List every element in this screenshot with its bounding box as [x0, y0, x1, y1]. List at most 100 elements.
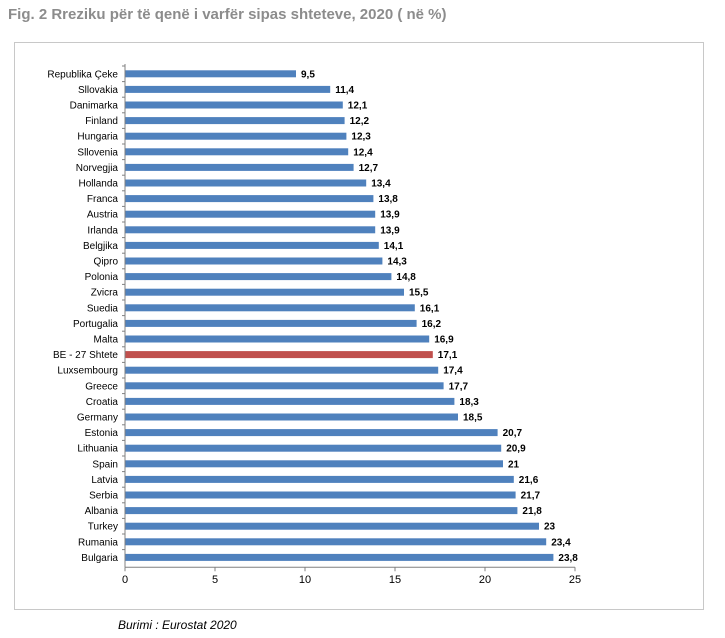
source-note: Burimi : Eurostat 2020 — [118, 618, 237, 632]
bar — [125, 460, 503, 468]
bar — [125, 257, 383, 265]
value-label: 12,4 — [353, 147, 373, 158]
value-label: 17,4 — [443, 366, 463, 377]
value-label: 14,1 — [384, 241, 404, 252]
category-label: Hungaria — [77, 132, 118, 143]
category-label: Finland — [85, 116, 118, 127]
value-label: 9,5 — [301, 69, 315, 80]
category-label: Portugalia — [73, 319, 118, 330]
bar — [125, 273, 392, 281]
category-label: Hollanda — [79, 179, 119, 190]
bar — [125, 148, 349, 156]
bar — [125, 210, 376, 218]
category-label: Lithuania — [77, 444, 118, 455]
bar — [125, 522, 539, 530]
bar — [125, 382, 444, 390]
category-label: Polonia — [85, 272, 119, 283]
category-label: Austria — [87, 210, 119, 221]
category-label: Irlanda — [87, 225, 118, 236]
value-label: 17,1 — [438, 350, 458, 361]
category-label: Malta — [94, 335, 119, 346]
value-label: 14,3 — [387, 257, 407, 268]
bar — [125, 429, 498, 437]
bar — [125, 475, 514, 483]
x-tick-label: 10 — [299, 574, 311, 586]
bars-layer: Republika Çeke 9,5 Sllovakia 11,4 Danimarka 1… — [47, 69, 578, 564]
bar — [125, 241, 379, 249]
value-label: 14,8 — [396, 272, 416, 283]
value-label: 23,4 — [551, 537, 571, 548]
chart-frame — [14, 42, 704, 610]
category-label: Greece — [85, 381, 118, 392]
bar — [125, 132, 347, 140]
x-tick-label: 5 — [212, 574, 218, 586]
bar — [125, 163, 354, 171]
bar — [125, 304, 415, 312]
category-label: Republika Çeke — [47, 69, 118, 80]
value-label: 13,9 — [380, 225, 400, 236]
category-label: Albania — [85, 506, 119, 517]
bar — [125, 101, 343, 109]
category-label: Qipro — [94, 257, 119, 268]
bar — [125, 553, 554, 561]
category-label: Germany — [77, 413, 118, 424]
category-label: Suedia — [87, 303, 119, 314]
value-label: 16,1 — [420, 303, 440, 314]
bar — [125, 366, 439, 374]
value-label: 13,4 — [371, 179, 391, 190]
category-label: Croatia — [86, 397, 119, 408]
axis-layer: 0 5 10 15 20 25 — [122, 64, 581, 586]
value-label: 13,9 — [380, 210, 400, 221]
value-label: 20,7 — [503, 428, 523, 439]
value-label: 13,8 — [378, 194, 398, 205]
bar — [125, 179, 367, 187]
category-label: Norvegjia — [76, 163, 119, 174]
x-tick-label: 0 — [122, 574, 128, 586]
value-label: 21 — [508, 459, 520, 470]
bar — [125, 507, 518, 515]
category-label: Estonia — [85, 428, 119, 439]
bar — [125, 70, 296, 78]
bar — [125, 85, 331, 93]
bar — [125, 413, 458, 421]
value-label: 18,5 — [463, 413, 483, 424]
bar — [125, 226, 376, 234]
value-label: 12,7 — [359, 163, 379, 174]
category-label: Zvicra — [91, 288, 119, 299]
bar — [125, 491, 516, 499]
value-label: 15,5 — [409, 288, 429, 299]
value-label: 17,7 — [449, 381, 469, 392]
value-label: 11,4 — [335, 85, 354, 96]
category-label: Rumania — [78, 537, 118, 548]
value-label: 12,2 — [350, 116, 370, 127]
category-label: Danimarka — [70, 101, 119, 112]
bar — [125, 335, 430, 343]
value-label: 21,7 — [521, 491, 541, 502]
bar — [125, 444, 502, 452]
category-label: BE - 27 Shtete — [53, 350, 118, 361]
category-label: Serbia — [89, 491, 118, 502]
value-label: 23,8 — [558, 553, 578, 564]
value-label: 21,8 — [522, 506, 542, 517]
category-label: Turkey — [88, 522, 118, 533]
x-tick-label: 20 — [479, 574, 491, 586]
value-label: 16,2 — [422, 319, 442, 330]
bar — [125, 538, 547, 546]
category-label: Bulgaria — [81, 553, 118, 564]
value-label: 21,6 — [519, 475, 539, 486]
category-label: Belgjika — [83, 241, 118, 252]
category-label: Sllovenia — [77, 147, 118, 158]
category-label: Sllovakia — [78, 85, 118, 96]
bar — [125, 117, 345, 125]
value-label: 23 — [544, 522, 556, 533]
category-label: Luxsembourg — [57, 366, 118, 377]
value-label: 18,3 — [459, 397, 479, 408]
value-label: 12,3 — [351, 132, 371, 143]
category-label: Latvia — [91, 475, 118, 486]
bar — [125, 195, 374, 203]
bar — [125, 351, 433, 359]
value-label: 20,9 — [506, 444, 526, 455]
bar — [125, 319, 417, 327]
value-label: 12,1 — [348, 101, 368, 112]
